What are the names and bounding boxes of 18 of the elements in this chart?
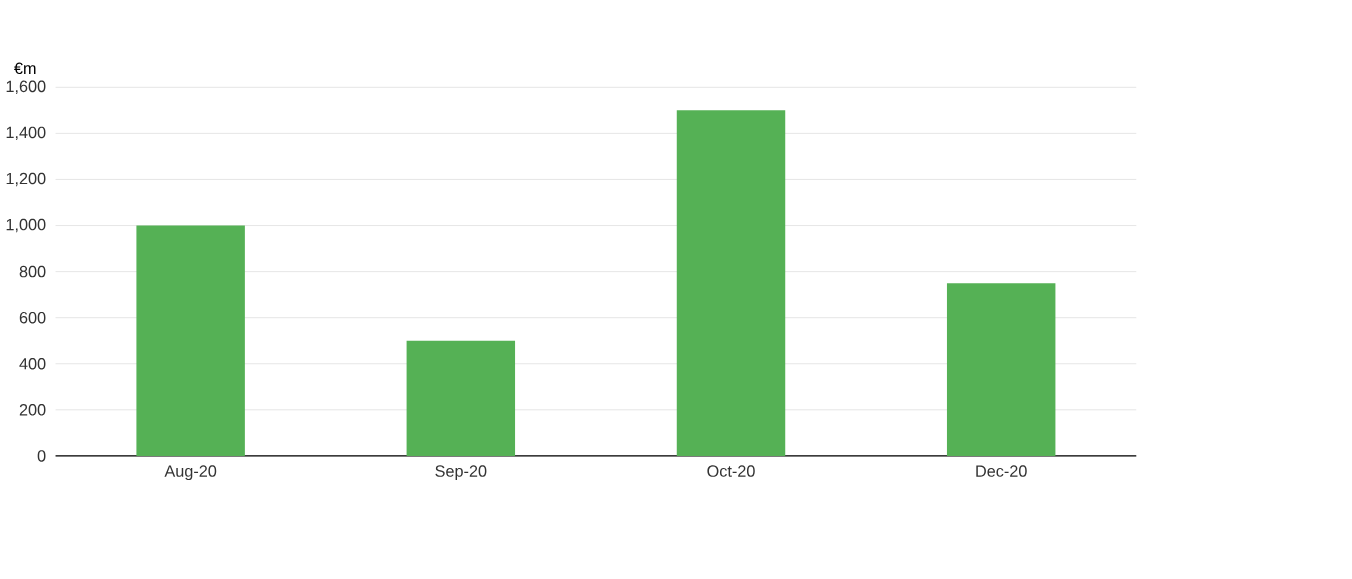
y-tick-label: 800	[19, 265, 46, 278]
bar	[946, 283, 1056, 457]
y-tick-label: 1,000	[6, 218, 46, 233]
y-tick-label: 1,200	[6, 172, 46, 187]
y-tick-label: 200	[19, 404, 46, 416]
y-tick-label: 1,400	[6, 126, 46, 141]
bar	[136, 225, 245, 457]
bar	[676, 110, 786, 457]
y-axis-title: €m	[14, 62, 36, 75]
x-tick-label: Sep-20	[435, 465, 487, 481]
y-tick-label: 0	[37, 450, 46, 462]
y-tick-label: 400	[19, 358, 46, 370]
y-tick-label: 600	[19, 312, 46, 324]
bar	[406, 340, 516, 457]
x-tick-label: Oct-20	[707, 465, 755, 477]
y-tick-label: 1,600	[6, 80, 46, 95]
x-tick-label: Dec-20	[976, 465, 1027, 477]
x-tick-label: Aug-20	[164, 465, 217, 481]
